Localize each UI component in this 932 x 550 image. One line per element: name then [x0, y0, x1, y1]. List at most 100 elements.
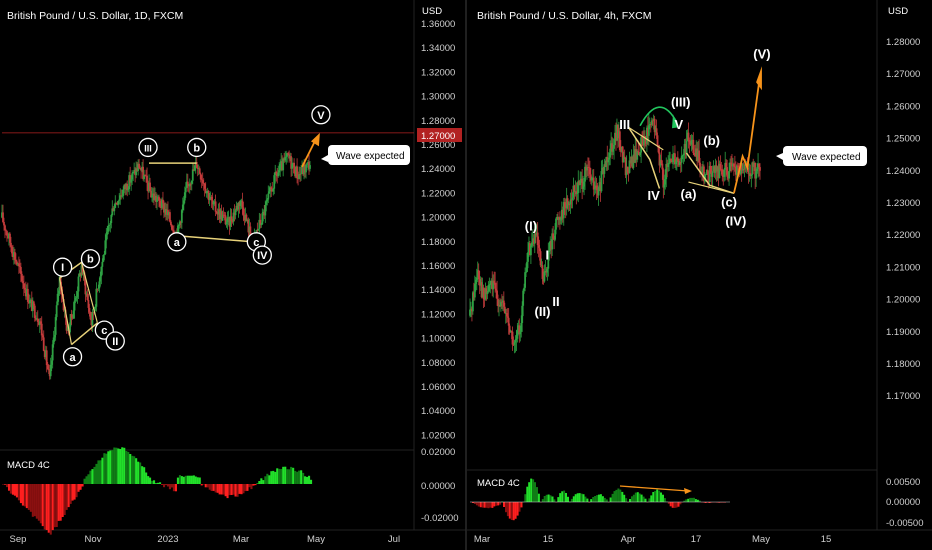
chart-right-candle	[722, 174, 725, 177]
chart-right-candle	[605, 156, 608, 167]
chart-right-candle	[638, 152, 641, 155]
chart-left-candle	[95, 288, 98, 307]
chart-right-candle	[501, 301, 503, 303]
chart-right-candle	[523, 287, 526, 291]
chart-left-macd-bar	[302, 472, 305, 484]
chart-left-candle	[54, 317, 57, 335]
chart-right-candle	[633, 154, 636, 163]
chart-right-macd-bar	[631, 496, 633, 502]
chart-right-y-axis: 1.28000 1.27000 1.26000 1.25000 1.24000 1.230…	[886, 37, 920, 402]
chart-right-macd-bar	[549, 495, 552, 502]
chart-left-candle	[246, 219, 249, 221]
chart-right-candle	[530, 242, 533, 246]
chart-left-candle	[26, 288, 29, 302]
chart-right-candle	[712, 166, 715, 172]
chart-left-candle	[13, 252, 15, 257]
chart-left-wave-label-v: V	[317, 110, 325, 122]
chart-left-macd-bar	[264, 476, 267, 484]
chart-left-candle	[191, 169, 194, 181]
chart-right-macd-bar	[479, 502, 482, 508]
chart-left-wave-label-iv-circle	[252, 245, 272, 265]
chart-left-wave-label-ii-circle	[105, 331, 125, 351]
chart-right-candle	[685, 140, 688, 154]
chart-right-candle	[601, 167, 604, 172]
chart-left-candle	[165, 209, 167, 215]
chart-right-title: British Pound / U.S. Dollar, 4h, FXCM	[477, 10, 651, 22]
chart-right-macd-bar	[648, 498, 651, 502]
chart-right-candle	[524, 272, 526, 288]
chart-left-macd-bar	[39, 484, 42, 524]
chart-right-macd-bar	[654, 490, 657, 502]
chart-left-macd-bar	[4, 484, 7, 485]
chart-right-macd-bar	[592, 497, 595, 502]
chart-left-candle	[40, 323, 43, 336]
chart-left-candle	[74, 297, 77, 301]
chart-right-candle	[627, 172, 630, 174]
chart-left-macd-bar	[168, 484, 171, 490]
chart-left-y-tick: 1.28000	[421, 116, 455, 127]
chart-left-candle	[177, 224, 180, 226]
chart-right-candle	[609, 148, 612, 158]
chart-left-candle	[263, 211, 266, 216]
chart-left-wave-label-ii: II	[112, 336, 118, 348]
chart-right-candle	[751, 162, 754, 175]
chart-left-y-tick: 1.30000	[421, 92, 455, 103]
chart-right-candle	[573, 185, 576, 192]
chart-left-candle	[83, 272, 86, 281]
chart-right-macd-bar	[601, 496, 604, 502]
chart-left-macd-bar	[23, 484, 26, 507]
chart-left-candle	[107, 225, 110, 232]
chart-right-macd-bar	[683, 500, 686, 502]
chart-left-candle	[229, 216, 232, 227]
chart-right-macd-bar	[694, 499, 697, 502]
chart-left-candle	[218, 209, 221, 219]
chart-left-macd-bar	[178, 475, 181, 484]
chart-left-candle	[18, 266, 21, 268]
chart-left[interactable]: British Pound / U.S. Dollar, 1D, FXCM US…	[0, 0, 466, 545]
chart-right-candle	[716, 166, 719, 172]
chart-right-macd-bar	[516, 502, 519, 516]
chart-left-candle	[86, 293, 89, 301]
chart-right-macd-bar	[512, 502, 515, 521]
chart-left-macd-bar	[159, 482, 162, 484]
chart-left-candle	[255, 230, 258, 234]
chart-left-wave-label-a: a	[69, 352, 76, 364]
chart-left-candle	[228, 217, 231, 227]
chart-right-candle	[500, 301, 502, 307]
chart-left-macd-bar	[250, 484, 253, 490]
chart-left-macd-bar	[260, 478, 263, 484]
chart-left-candle	[156, 199, 158, 202]
chart-right-macd-axis: 0.00500 0.00000 -0.00500	[886, 477, 924, 529]
chart-left-candle	[29, 299, 32, 301]
chart-left-macd-bar	[194, 476, 197, 484]
chart-right-candle	[738, 172, 741, 174]
chart-left-macd-bar	[180, 476, 183, 484]
chart-left-callout-text: Wave expected	[336, 151, 405, 162]
chart-left-macd-bar	[300, 470, 303, 484]
chart-right-macd-bar	[632, 494, 635, 502]
chart-left-candle	[123, 184, 126, 190]
chart-left-macd-bar	[266, 473, 269, 484]
chart-right-macd-bar	[679, 502, 682, 505]
chart-left-candle	[274, 172, 277, 176]
chart-right[interactable]: British Pound / U.S. Dollar, 4h, FXCM US…	[467, 0, 932, 545]
chart-left-candle	[116, 203, 119, 205]
chart-right-candle	[582, 186, 584, 190]
chart-left-macd-bar	[184, 475, 187, 484]
chart-left-candle	[108, 224, 111, 226]
chart-left-macd-bar	[119, 449, 122, 484]
chart-right-candle	[687, 132, 690, 140]
chart-right-candle	[602, 167, 605, 174]
chart-left-macd-bar	[55, 484, 58, 527]
chart-right-macd-bar	[696, 499, 699, 502]
chart-right-candle	[498, 305, 500, 307]
chart-left-candle	[240, 200, 243, 202]
chart-right-candle	[478, 279, 481, 286]
chart-left-candle	[92, 312, 95, 313]
chart-left-x-tick: Sep	[10, 534, 27, 545]
chart-right-candle	[608, 157, 611, 160]
chart-left-macd-bar	[214, 484, 217, 493]
chart-right-candle	[508, 325, 511, 333]
chart-left-candle	[94, 306, 97, 309]
chart-right-x-axis: Mar 15 Apr 17 May 15	[474, 534, 831, 545]
